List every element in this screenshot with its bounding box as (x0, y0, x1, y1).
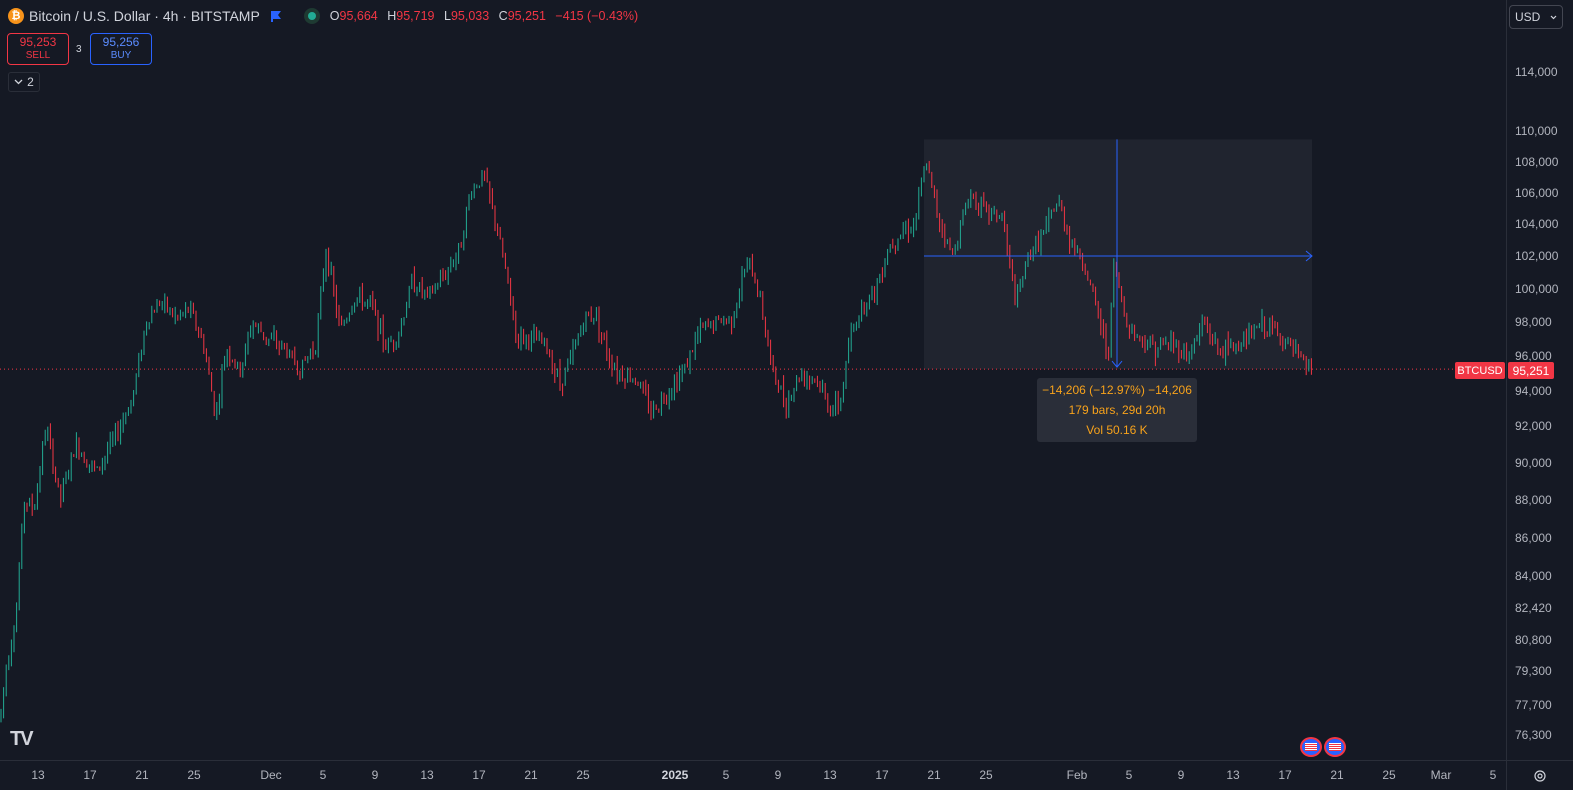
measure-range-box (924, 139, 1312, 370)
time-axis-label: 25 (1382, 768, 1396, 782)
ohlc-values: O95,664 H95,719 L95,033 C95,251 −415 (−0… (329, 9, 639, 23)
time-axis-label: 13 (420, 768, 434, 782)
time-axis-label: Dec (260, 768, 282, 782)
us-flag-icon[interactable] (1324, 737, 1346, 757)
indicators-count: 2 (27, 75, 34, 89)
bitcoin-icon: ₿ (8, 8, 24, 24)
indicators-toggle-button[interactable]: 2 (8, 72, 40, 92)
chart-area[interactable] (0, 0, 1506, 760)
time-axis-label: 5 (319, 768, 327, 782)
sell-label: SELL (25, 50, 51, 61)
time-axis-label: 21 (135, 768, 149, 782)
sell-price: 95,253 (19, 35, 57, 49)
time-axis-label: 13 (1226, 768, 1240, 782)
price-axis-label: 88,000 (1515, 493, 1552, 507)
price-axis-label: 104,000 (1515, 217, 1559, 231)
currency-value: USD (1515, 10, 1541, 24)
sell-button[interactable]: 95,253 SELL (7, 33, 69, 65)
measure-right-arrow (1305, 250, 1313, 262)
symbol-legend: ₿ Bitcoin / U.S. Dollar · 4h · BITSTAMP … (8, 6, 644, 26)
time-axis-label: 13 (823, 768, 837, 782)
price-plot[interactable] (0, 0, 1506, 760)
price-axis-label: 77,700 (1515, 698, 1552, 712)
time-axis-label: 13 (31, 768, 45, 782)
measure-tooltip: −14,206 (−12.97%) −14,206 179 bars, 29d … (1037, 378, 1197, 442)
symbol-price-tag: BTCUSD (1455, 362, 1505, 379)
time-axis-label: 9 (371, 768, 379, 782)
spread-value: 3 (76, 44, 82, 55)
price-axis-label: 100,000 (1515, 282, 1559, 296)
time-axis-label: 9 (774, 768, 782, 782)
price-axis-label: 94,000 (1515, 384, 1552, 398)
price-axis-label: 80,800 (1515, 633, 1552, 647)
time-axis-label: Mar (1430, 768, 1452, 782)
time-axis-label: Feb (1066, 768, 1088, 782)
time-axis-label: 2025 (661, 768, 689, 782)
price-axis-label: 92,000 (1515, 419, 1552, 433)
time-axis-label: 25 (979, 768, 993, 782)
price-change: −415 (−0.43%) (555, 9, 639, 23)
price-axis-label: 108,000 (1515, 155, 1559, 169)
currency-select[interactable]: USD (1509, 5, 1563, 29)
price-axis-label: 114,000 (1515, 65, 1558, 79)
time-axis-label: 25 (187, 768, 201, 782)
measure-volume: Vol 50.16 K (1086, 423, 1148, 437)
price-axis-label: 106,000 (1515, 186, 1559, 200)
time-axis-label: 17 (472, 768, 486, 782)
gear-icon (1534, 769, 1546, 782)
buy-price: 95,256 (102, 35, 140, 49)
tradingview-logo[interactable]: TV (10, 728, 34, 750)
chart-settings-button[interactable] (1506, 760, 1573, 790)
time-axis-label: 5 (1489, 768, 1497, 782)
price-axis-label: 76,300 (1515, 728, 1552, 742)
measure-bars: 179 bars, 29d 20h (1068, 403, 1166, 417)
buy-label: BUY (110, 50, 132, 61)
price-axis-label: 102,000 (1515, 249, 1559, 263)
price-axis-label: 79,300 (1515, 664, 1552, 678)
buy-button[interactable]: 95,256 BUY (90, 33, 152, 65)
symbol-title[interactable]: Bitcoin / U.S. Dollar · 4h · BITSTAMP (29, 8, 260, 24)
us-flag-icon[interactable] (1300, 737, 1322, 757)
time-axis-label: 5 (722, 768, 730, 782)
time-axis[interactable]: 13 17 21 25 Dec 5 9 13 17 21 25 2025 5 9 13 17 21 25 Feb 5 9… (0, 760, 1506, 790)
time-axis-label: 5 (1125, 768, 1133, 782)
price-axis-label: 96,000 (1515, 349, 1552, 363)
measure-change: −14,206 (−12.97%) −14,206 (1042, 383, 1192, 397)
measure-down-arrow (1111, 360, 1123, 368)
chevron-down-icon (14, 79, 23, 85)
time-axis-label: 17 (83, 768, 97, 782)
time-axis-label: 17 (875, 768, 889, 782)
price-axis-label: 86,000 (1515, 531, 1552, 545)
price-axis-label: 90,000 (1515, 456, 1552, 470)
time-axis-label: 21 (524, 768, 538, 782)
time-axis-label: 17 (1278, 768, 1292, 782)
current-price-tag: 95,251 (1508, 362, 1554, 379)
time-axis-label: 21 (927, 768, 941, 782)
market-status-icon[interactable] (303, 8, 320, 24)
flag-icon[interactable] (270, 10, 282, 22)
chevron-down-icon (1550, 15, 1557, 19)
economic-events[interactable] (1300, 737, 1346, 757)
time-axis-label: 25 (576, 768, 590, 782)
price-axis[interactable]: 114,000 110,000 108,000 106,000 104,000 102,0… (1506, 0, 1573, 760)
time-axis-label: 21 (1330, 768, 1344, 782)
price-axis-label: 84,000 (1515, 569, 1552, 583)
time-axis-label: 9 (1177, 768, 1185, 782)
price-axis-label: 82,420 (1515, 601, 1552, 615)
price-axis-label: 98,000 (1515, 315, 1552, 329)
price-axis-label: 110,000 (1515, 124, 1558, 138)
